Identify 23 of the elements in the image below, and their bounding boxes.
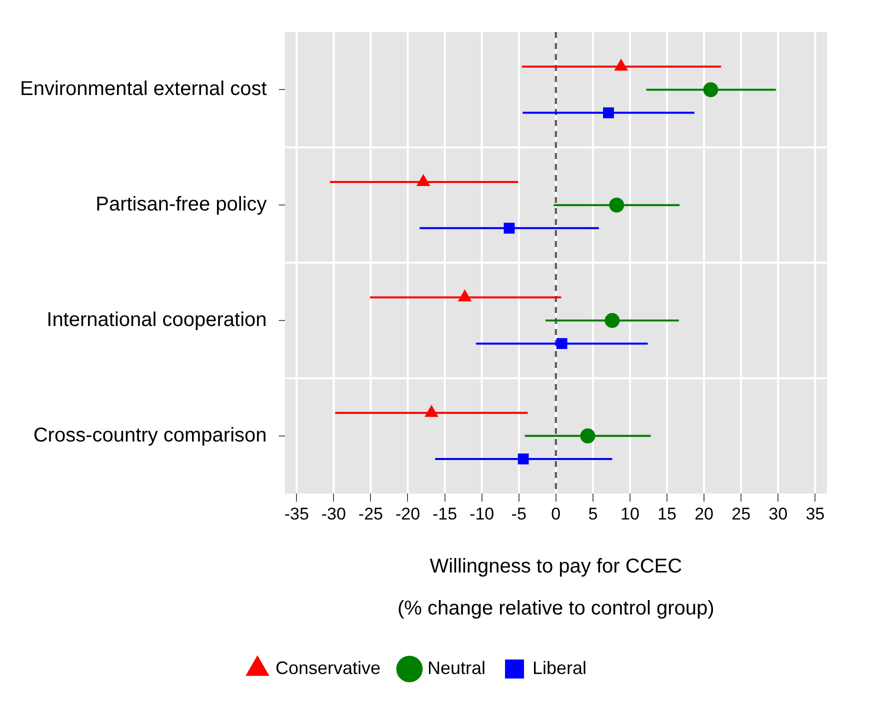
x-tick-label: 35: [806, 504, 825, 524]
x-axis-title: Willingness to pay for CCEC (% change relative to control group): [397, 556, 714, 620]
x-tick-label: -5: [511, 504, 526, 524]
x-tick-label: 20: [694, 504, 714, 524]
y-tick-label: Partisan-free policy: [96, 194, 267, 216]
x-tick-label: 30: [768, 504, 788, 524]
x-tick-label: 15: [658, 504, 676, 524]
y-tick-label: International cooperation: [46, 309, 267, 332]
x-tick-label: -35: [284, 504, 309, 524]
legend-label: Liberal: [532, 658, 587, 678]
y-tick-label: Cross-country comparison: [33, 424, 267, 446]
x-tick-label: -20: [395, 504, 420, 524]
legend-label: Conservative: [275, 658, 380, 678]
x-tick-label: -15: [432, 504, 458, 524]
x-tick-label: 10: [620, 504, 640, 524]
x-tick-label: 0: [551, 504, 561, 524]
legend-label: Neutral: [427, 658, 486, 678]
y-tick-label: Environmental external cost: [20, 78, 268, 100]
x-tick-label: 5: [588, 504, 598, 524]
x-tick-label: -10: [470, 504, 494, 524]
x-tick-label: -25: [358, 504, 383, 524]
x-tick-label: -30: [321, 504, 346, 524]
x-tick-label: 25: [732, 504, 751, 524]
